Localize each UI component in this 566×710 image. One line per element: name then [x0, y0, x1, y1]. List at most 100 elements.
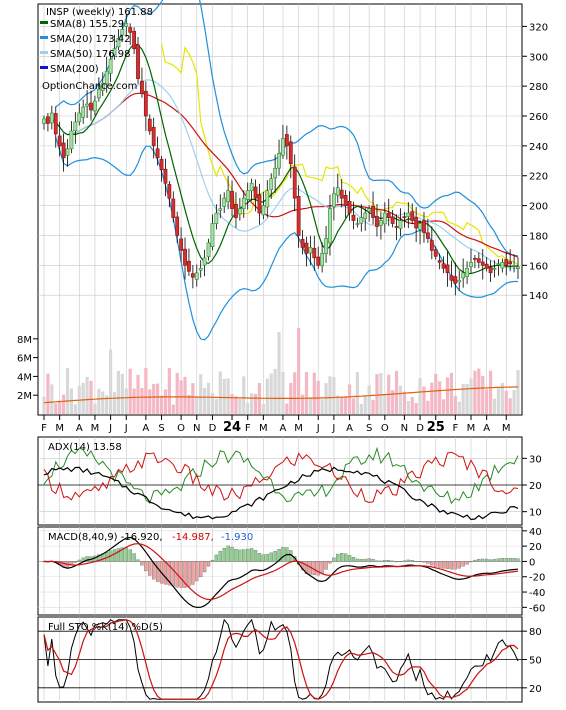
- candle-down: [375, 216, 379, 227]
- candle-up: [461, 272, 466, 279]
- macd-histogram-bar: [481, 558, 485, 562]
- volume-bar: [116, 370, 121, 414]
- volume-bar: [128, 368, 132, 414]
- macd-histogram-bar: [383, 560, 387, 562]
- series-layer: [42, 0, 520, 700]
- volume-bar: [496, 388, 501, 414]
- candle-down: [304, 242, 309, 254]
- sto-y-tick-label: 50: [529, 656, 542, 667]
- candle-up: [261, 205, 266, 216]
- macd-histogram-bar: [187, 561, 191, 587]
- x-tick-label: A: [142, 423, 149, 434]
- volume-bar: [273, 369, 277, 414]
- macd-histogram-bar: [328, 561, 332, 564]
- candle-down: [316, 256, 321, 266]
- candle-up: [378, 220, 383, 226]
- macd-panel-frame: [37, 526, 523, 616]
- macd-histogram-bar: [191, 561, 195, 585]
- volume-bar: [171, 404, 175, 414]
- x-tick-label: J: [108, 423, 112, 434]
- volume-bar: [297, 327, 301, 414]
- macd-histogram-bar: [246, 548, 250, 562]
- volume-bar: [320, 399, 324, 414]
- volume-bar: [512, 389, 516, 414]
- macd-y-tick-label: -60: [529, 603, 545, 614]
- volume-bar: [85, 376, 89, 414]
- sto-label: Full STO %K(14) %D(5): [48, 622, 163, 633]
- candle-up: [194, 272, 199, 280]
- volume-bar: [363, 395, 367, 414]
- volume-bar: [304, 371, 309, 414]
- macd-histogram-bar: [500, 558, 504, 562]
- macd-histogram-bar: [504, 558, 508, 562]
- candle-down: [163, 168, 168, 184]
- candle-up: [116, 38, 121, 48]
- sma8-label: SMA(8) 155.29: [50, 19, 124, 30]
- bollinger-lower-line: [55, 137, 518, 341]
- candle-down: [390, 216, 395, 224]
- volume-bar: [492, 398, 497, 414]
- volume-bar: [65, 367, 70, 414]
- macd-histogram-bar: [171, 561, 175, 587]
- tick-labels-layer: F M A M J J A S O N D 24 F M A M J J A S O N D 25 F M A M1401601802…: [17, 22, 548, 694]
- x-tick-label: M: [467, 423, 476, 434]
- candle-up: [281, 138, 285, 156]
- x-tick-label: M: [502, 423, 511, 434]
- volume-bar: [394, 370, 399, 414]
- candle-down: [288, 141, 293, 165]
- volume-bar: [93, 403, 97, 414]
- volume-bar: [473, 370, 477, 414]
- price-y-tick-label: 260: [529, 112, 548, 123]
- sma20-label: SMA(20) 173.42: [50, 34, 131, 45]
- macd-histogram-bar: [410, 560, 414, 562]
- candle-up: [418, 223, 422, 230]
- macd-value-blue: -1.930: [221, 532, 253, 543]
- volume-bar: [457, 401, 461, 414]
- sma200-label: SMA(200): [50, 64, 99, 75]
- macd-histogram-bar: [206, 561, 211, 567]
- macd-histogram-bar: [516, 558, 520, 562]
- candle-up: [398, 220, 403, 229]
- macd-line: [43, 536, 519, 609]
- macd-histogram-bar: [441, 561, 446, 569]
- volume-bar: [359, 403, 363, 414]
- candle-down: [57, 135, 62, 147]
- macd-histogram-bar: [136, 559, 140, 562]
- macd-histogram-bar: [179, 561, 183, 588]
- macd-histogram-bar: [492, 559, 497, 562]
- x-tick-label: 25: [427, 420, 445, 435]
- volume-bar: [191, 383, 195, 414]
- candle-up: [108, 58, 113, 74]
- candle-down: [296, 196, 301, 236]
- candle-up: [320, 253, 325, 267]
- volume-bar: [485, 389, 489, 414]
- volume-bar: [261, 404, 265, 414]
- candle-down: [476, 258, 481, 263]
- volume-bar: [163, 389, 168, 414]
- x-tick-label: F: [452, 423, 458, 434]
- volume-bar: [441, 399, 446, 414]
- sma20-swatch: [40, 36, 48, 39]
- candle-up: [42, 118, 46, 124]
- adx-minus-di-line: [43, 451, 519, 504]
- chart-title: INSP (weekly) 161.88: [46, 7, 153, 18]
- volume-bar: [332, 377, 336, 414]
- candle-up: [49, 112, 54, 124]
- candle-down: [402, 216, 407, 218]
- sma200-swatch: [40, 66, 48, 69]
- candle-down: [473, 258, 477, 260]
- volume-bar: [230, 394, 234, 414]
- candle-down: [187, 260, 191, 272]
- x-tick-label: A: [483, 423, 490, 434]
- volume-y-tick-label: 2M: [17, 391, 32, 402]
- macd-histogram-bar: [167, 561, 172, 586]
- volume-bar: [277, 332, 281, 414]
- macd-histogram-bar: [426, 561, 430, 564]
- macd-histogram-bar: [351, 557, 356, 562]
- candle-up: [112, 48, 117, 56]
- volume-bar: [367, 385, 371, 414]
- x-tick-label: N: [193, 423, 200, 434]
- candle-up: [237, 208, 242, 215]
- volume-bar: [461, 383, 465, 414]
